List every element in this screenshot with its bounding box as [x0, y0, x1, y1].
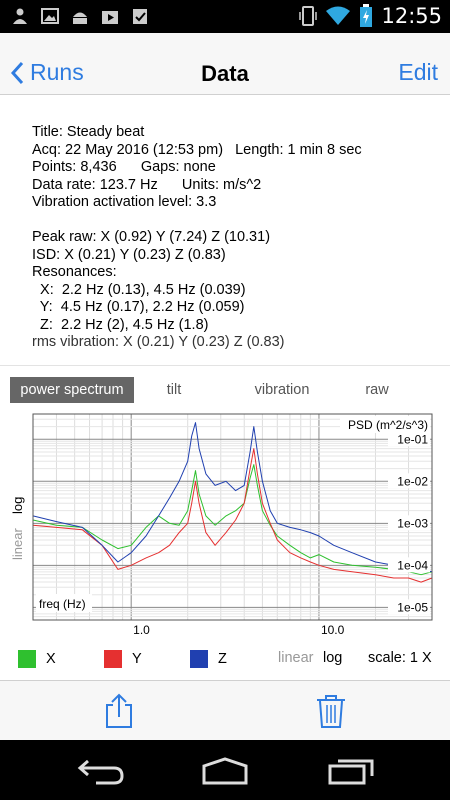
- page-title: Data: [201, 61, 249, 86]
- run-info: Title: Steady beat Acq: 22 May 2016 (12:…: [32, 124, 442, 352]
- y-tick-label: 1e-01: [397, 432, 428, 446]
- bottom-toolbar: [0, 680, 450, 740]
- tab-power-spectrum[interactable]: power spectrum: [10, 377, 134, 403]
- share-icon[interactable]: [102, 693, 136, 729]
- navigation-bar: Runs Data Edit: [0, 33, 450, 95]
- info-data-rate: Data rate: 123.7 Hz Units: m/s^2: [32, 176, 262, 193]
- wifi-icon: [326, 6, 351, 25]
- info-rms-vibration: rms vibration: X (0.21) Y (0.23) Z (0.83…: [32, 334, 285, 350]
- back-button[interactable]: Runs: [10, 59, 84, 86]
- back-icon[interactable]: [76, 756, 126, 786]
- info-resonance-y: Y: 4.5 Hz (0.17), 2.2 Hz (0.059): [32, 299, 245, 315]
- system-navigation-bar: [0, 740, 450, 800]
- legend-x-swatch: [18, 650, 36, 668]
- y-tick-label-bg: [388, 599, 430, 615]
- info-title: Title: Steady beat: [32, 124, 145, 140]
- series-line-x: [32, 464, 433, 576]
- legend-x-label: X: [46, 651, 56, 667]
- tab-bar: power spectrum tilt vibration raw: [10, 377, 440, 403]
- play-store-icon: [102, 11, 118, 24]
- info-points: Points: 8,436 Gaps: none: [32, 159, 216, 175]
- legend-y-swatch: [104, 650, 122, 668]
- recents-icon[interactable]: [326, 756, 376, 786]
- psd-label-bg: [340, 416, 430, 433]
- legend-x[interactable]: X: [18, 650, 56, 668]
- power-spectrum-chart[interactable]: 1e-01 1e-02 1e-03 1e-04 1e-05 1.0 10.0 PSD (m…: [0, 408, 450, 638]
- y-tick-label: 1e-04: [397, 558, 428, 572]
- y-tick-label-bg: [388, 473, 430, 489]
- person-icon: [13, 8, 27, 24]
- y-tick-label: 1e-02: [397, 474, 428, 488]
- status-bar: 12:55: [0, 0, 450, 33]
- x-scale-linear-toggle[interactable]: linear: [278, 650, 314, 666]
- info-resonances-heading: Resonances:: [32, 264, 117, 280]
- checklist-icon: [133, 9, 147, 24]
- y-tick-label: 1e-05: [397, 600, 428, 614]
- x-tick-label: 1.0: [133, 623, 150, 637]
- legend-z[interactable]: Z: [190, 650, 227, 668]
- legend-y[interactable]: Y: [104, 650, 142, 668]
- chart-grid: [32, 413, 433, 620]
- legend-z-label: Z: [218, 651, 227, 667]
- tab-vibration[interactable]: vibration: [254, 382, 310, 398]
- chart-title: PSD (m^2/s^3): [348, 418, 428, 432]
- tab-tilt[interactable]: tilt: [166, 382, 182, 398]
- info-isd: ISD: X (0.21) Y (0.23) Z (0.83): [32, 246, 226, 263]
- x-scale-log-toggle[interactable]: log: [323, 650, 343, 666]
- plot-background: [33, 414, 432, 620]
- y-tick-label-bg: [388, 557, 430, 573]
- notification-icons: [10, 6, 150, 26]
- xlabel-bg: [36, 594, 92, 612]
- y-tick-label-bg: [388, 515, 430, 531]
- legend-z-swatch: [190, 650, 208, 668]
- home-icon[interactable]: [200, 756, 250, 786]
- scale-button[interactable]: scale: 1 X: [368, 650, 432, 666]
- info-acquisition: Acq: 22 May 2016 (12:53 pm) Length: 1 mi…: [32, 141, 362, 158]
- x-axis-label: freq (Hz): [39, 597, 86, 611]
- chevron-left-icon: [10, 61, 24, 84]
- chart-series: [32, 422, 433, 583]
- image-icon: [41, 8, 59, 24]
- series-line-y: [32, 448, 433, 583]
- info-resonance-x: X: 2.2 Hz (0.13), 4.5 Hz (0.039): [32, 281, 246, 298]
- clock: 12:55: [381, 4, 442, 28]
- y-scale-linear-toggle[interactable]: linear: [10, 528, 25, 560]
- back-label: Runs: [30, 59, 84, 85]
- series-line-z: [32, 422, 433, 573]
- plot-frame: [32, 413, 433, 621]
- tab-raw[interactable]: raw: [365, 382, 389, 398]
- vibrate-icon: [299, 6, 318, 26]
- y-scale-log-toggle[interactable]: log: [10, 497, 25, 514]
- y-tick-label-bg: [388, 431, 430, 447]
- info-peak-raw: Peak raw: X (0.92) Y (7.24) Z (10.31): [32, 229, 271, 245]
- trash-icon[interactable]: [314, 693, 348, 729]
- info-resonance-z: Z: 2.2 Hz (2), 4.5 Hz (1.8): [32, 316, 209, 333]
- battery-charging-icon: [360, 4, 373, 27]
- android-icon: [73, 12, 87, 24]
- edit-button[interactable]: Edit: [398, 59, 438, 85]
- y-tick-label: 1e-03: [397, 516, 428, 530]
- x-tick-label: 10.0: [321, 623, 345, 637]
- divider: [0, 365, 450, 366]
- legend-y-label: Y: [132, 651, 142, 667]
- chart-controls: X Y Z linear log scale: 1 X: [0, 646, 450, 676]
- info-activation-level: Vibration activation level: 3.3: [32, 194, 217, 210]
